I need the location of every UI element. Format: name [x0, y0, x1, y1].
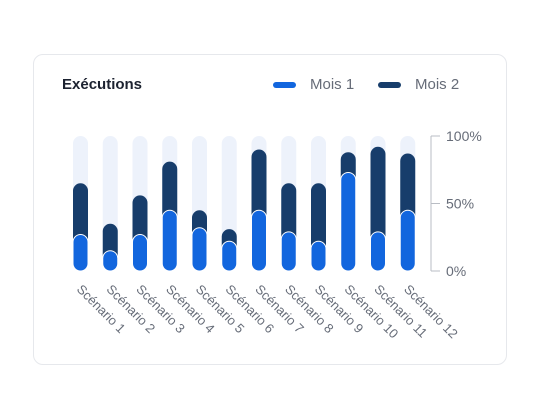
- y-tick-label: 0%: [446, 263, 466, 279]
- legend-item-mois-1[interactable]: Mois 1: [273, 76, 354, 93]
- bar-mois-1: [132, 234, 148, 272]
- bar-mois-1: [340, 171, 357, 272]
- bar-mois-1: [102, 250, 119, 272]
- bar-mois-1: [251, 209, 267, 272]
- legend-label-mois-2: Mois 2: [415, 76, 460, 93]
- legend-swatch-mois-2: [378, 81, 401, 88]
- bar-mois-1: [191, 227, 208, 272]
- bar-mois-1: [72, 234, 89, 272]
- bar-mois-1: [280, 231, 297, 272]
- bar-mois-1: [310, 240, 327, 272]
- y-tick-label: 50%: [446, 196, 474, 212]
- legend-label-mois-1: Mois 1: [310, 76, 355, 93]
- y-tick-label: 100%: [446, 128, 482, 144]
- legend-swatch-mois-1: [273, 81, 296, 88]
- bar-mois-1: [370, 231, 386, 272]
- chart-title: Exécutions: [62, 76, 143, 93]
- bar-mois-1: [161, 209, 178, 272]
- bar-mois-1: [399, 209, 416, 272]
- bar-mois-1: [221, 240, 238, 272]
- legend-item-mois-2[interactable]: Mois 2: [378, 76, 459, 93]
